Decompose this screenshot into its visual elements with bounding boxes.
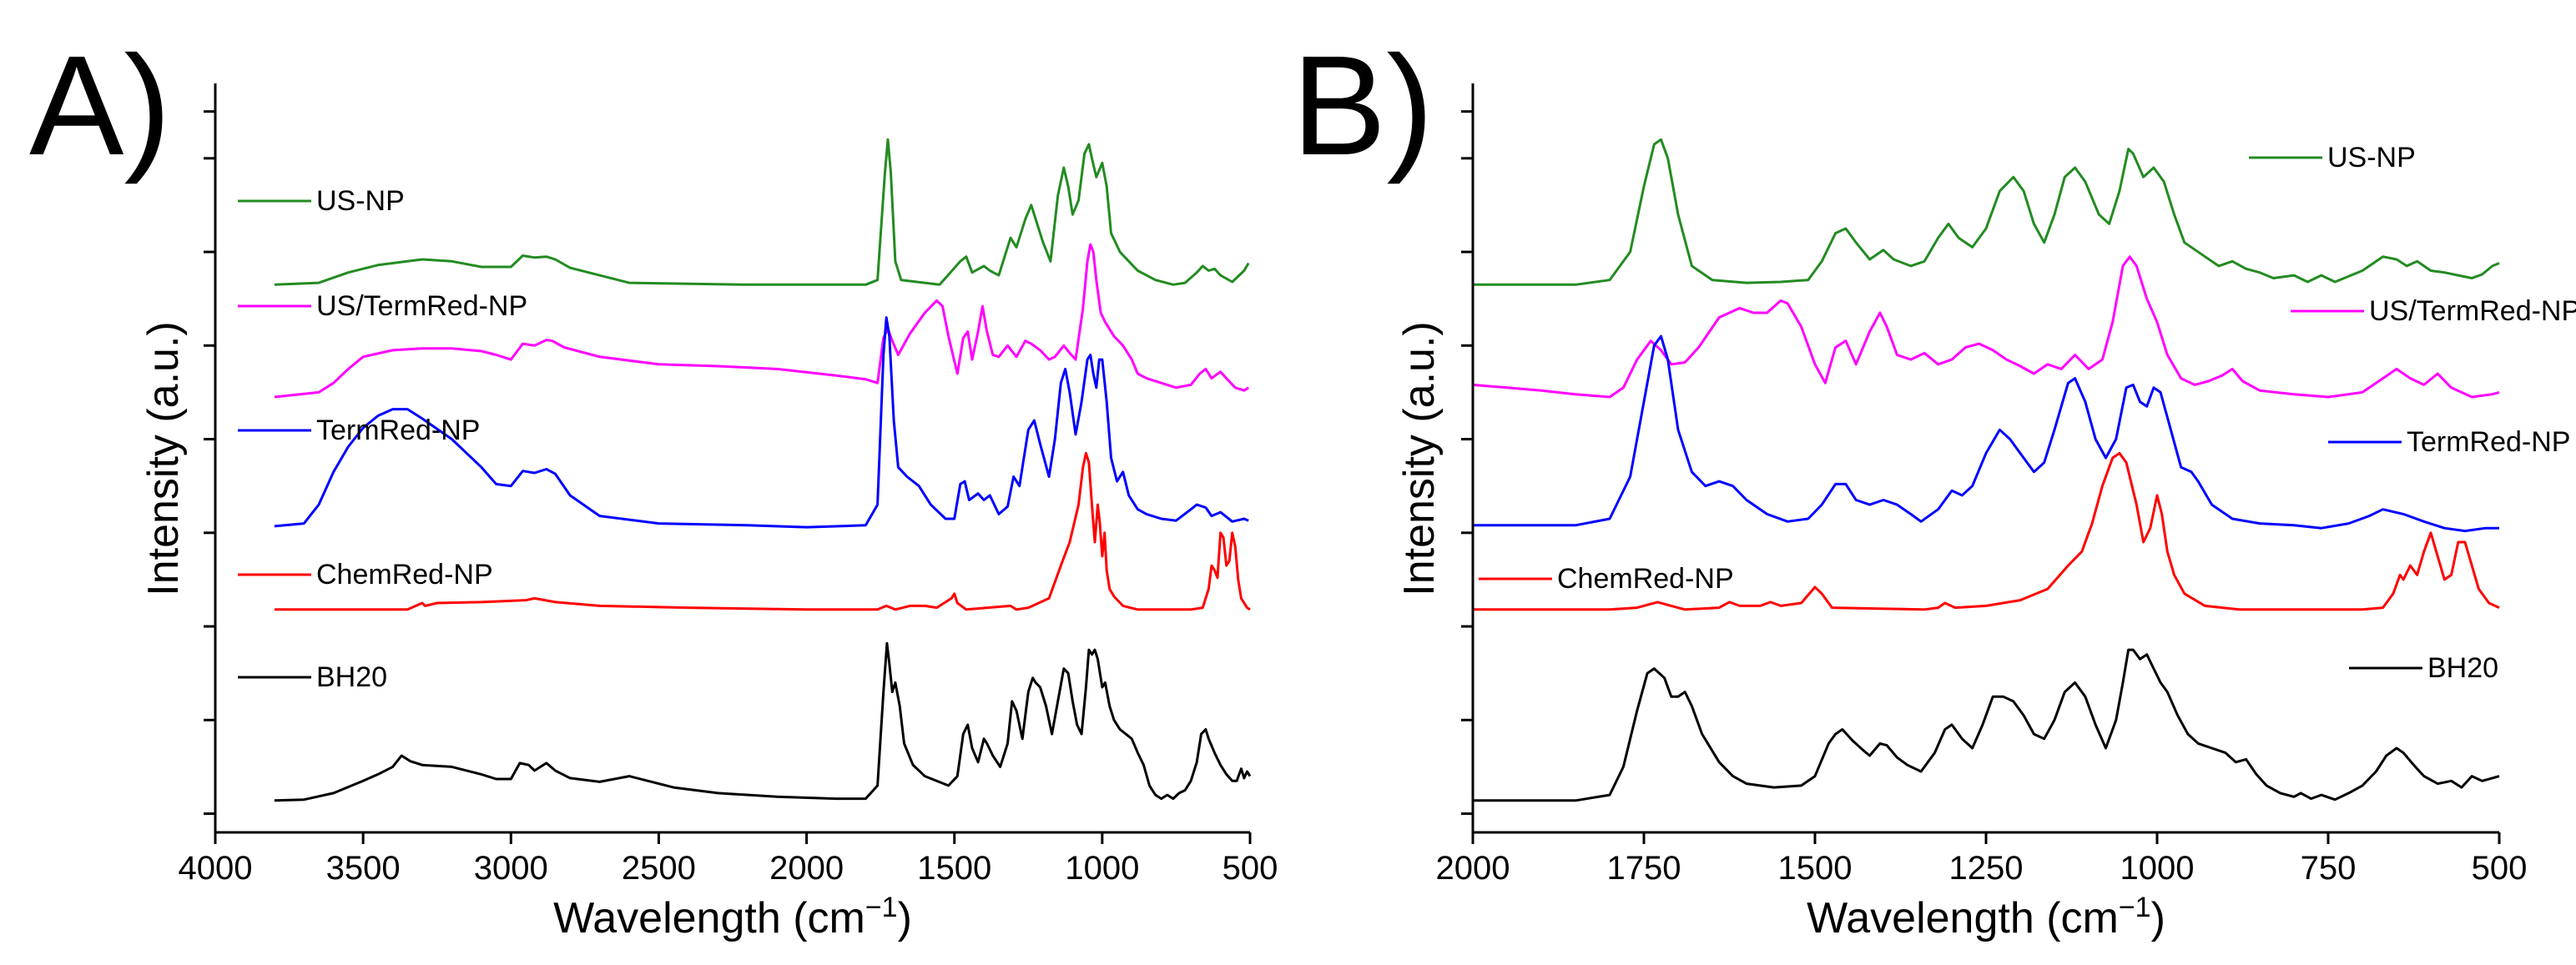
x-tick-label: 1750 <box>1607 850 1681 887</box>
legend-label: BH20 <box>316 661 387 693</box>
panel-b: B) 2000 1750 1500 1250 1000 750 500 Intensity … <box>1292 27 2576 942</box>
legend-label: US/TermRed-NP <box>316 290 527 322</box>
x-tick-label: 750 <box>2301 850 2357 887</box>
legend-entry-us-np: US-NP <box>2249 142 2416 173</box>
legend-entry-chemred-np: ChemRed-NP <box>1479 563 1734 595</box>
series-line-chemred-np <box>274 451 1251 611</box>
series-line-us-np <box>1473 138 2500 286</box>
y-ticks-a <box>204 110 215 816</box>
x-axis-title-superscript: −1 <box>865 892 898 923</box>
x-tick-label: 2000 <box>769 850 844 887</box>
x-axis-title: Wavelength (cm−1) <box>1807 892 2165 942</box>
legend-label: US-NP <box>2327 142 2416 173</box>
plot-area-b <box>1472 138 2500 802</box>
x-tick-label: 1000 <box>1065 850 1139 887</box>
legend-entry-us-termred-np: US/TermRed-NP <box>238 290 527 322</box>
x-axis-title-superscript: −1 <box>2119 892 2151 923</box>
series-line-us-termred-np <box>1472 255 2500 399</box>
legend-entry-bh20: BH20 <box>2349 652 2498 684</box>
legend-label: US-NP <box>316 185 405 217</box>
x-tick-label: 1000 <box>2120 850 2195 887</box>
panel-a: A) 4000 3500 3000 2500 2000 1500 1000 500 Inten… <box>29 27 1278 942</box>
legend-entry-termred-np: TermRed-NP <box>238 415 480 446</box>
legend-entry-us-termred-np: US/TermRed-NP <box>2291 295 2576 327</box>
x-axis-title: Wavelength (cm−1) <box>553 892 912 942</box>
x-axis-title-close: ) <box>898 894 912 942</box>
series-line-us-np <box>274 138 1250 286</box>
y-axis-title: Intensity (a.u.) <box>139 321 188 596</box>
series-line-bh20 <box>274 641 1252 802</box>
x-tick-label: 2500 <box>622 850 696 887</box>
series-line-us-termred-np <box>274 243 1250 399</box>
panel-label: B) <box>1292 27 1434 185</box>
legend-entry-termred-np: TermRed-NP <box>2328 426 2570 458</box>
series-line-termred-np <box>274 316 1249 529</box>
x-ticks-b: 2000 1750 1500 1250 1000 750 500 <box>1436 832 2528 887</box>
x-axis-title-close: ) <box>2151 894 2165 942</box>
series-line-bh20 <box>1473 648 2500 802</box>
legend-label: BH20 <box>2427 652 2498 684</box>
legend-b: US-NP US/TermRed-NP TermRed-NP ChemRed-NP BH… <box>1479 142 2576 684</box>
plot-area-a <box>274 138 1252 802</box>
x-tick-label: 3000 <box>474 850 548 887</box>
legend-entry-bh20: BH20 <box>238 661 387 693</box>
legend-entry-us-np: US-NP <box>238 185 405 217</box>
x-ticks-a: 4000 3500 3000 2500 2000 1500 1000 500 <box>179 832 1278 887</box>
x-tick-label: 500 <box>1222 850 1278 887</box>
legend-a: US-NP US/TermRed-NP TermRed-NP ChemRed-NP BH… <box>238 185 527 693</box>
x-tick-label: 4000 <box>179 850 253 887</box>
x-tick-label: 1500 <box>917 850 991 887</box>
x-tick-label: 2000 <box>1436 850 1510 887</box>
x-tick-label: 1250 <box>1949 850 2024 887</box>
x-axis-title-text: Wavelength (cm <box>1807 894 2119 942</box>
legend-label: US/TermRed-NP <box>2369 295 2576 327</box>
series-line-chemred-np <box>1473 451 2500 611</box>
y-ticks-b <box>1461 110 1473 816</box>
legend-label: ChemRed-NP <box>316 559 493 591</box>
legend-label: TermRed-NP <box>316 415 480 446</box>
x-tick-label: 1500 <box>1778 850 1853 887</box>
x-tick-label: 3500 <box>326 850 401 887</box>
panel-label: A) <box>29 27 171 185</box>
x-tick-label: 500 <box>2472 850 2528 887</box>
y-axis-title: Intensity (a.u.) <box>1395 321 1444 596</box>
x-axis-title-text: Wavelength (cm <box>553 894 865 942</box>
series-line-termred-np <box>1473 334 2499 533</box>
legend-entry-chemred-np: ChemRed-NP <box>238 559 493 591</box>
legend-label: ChemRed-NP <box>1557 563 1734 595</box>
legend-label: TermRed-NP <box>2407 426 2570 458</box>
